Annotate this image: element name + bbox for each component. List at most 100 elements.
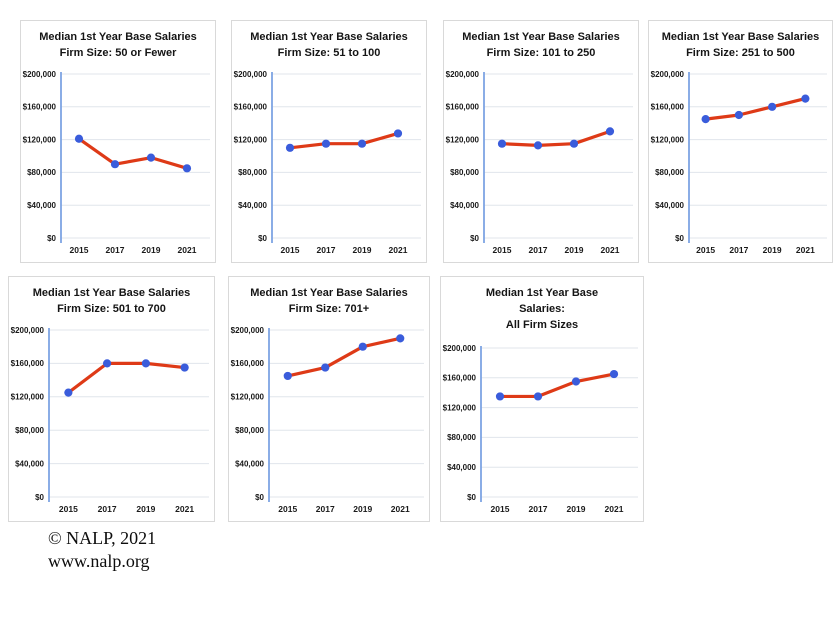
y-tick-label: $0 [47, 234, 56, 243]
chart-title-line: Firm Size: 51 to 100 [277, 47, 381, 59]
y-tick-label: $200,000 [651, 70, 685, 79]
y-tick-label: $80,000 [655, 168, 684, 177]
chart-plot: $0 $40,000 $80,000 $120,000 $160,000 $200,000… [231, 326, 424, 514]
y-tick-label: $40,000 [655, 201, 684, 210]
chart-title-line: Firm Size: 251 to 500 [686, 47, 795, 59]
chart-plot: $0 $40,000 $80,000 $120,000 $160,000 $200,000… [234, 70, 421, 255]
x-tick-label: 2021 [391, 504, 410, 514]
y-tick-label: $120,000 [443, 403, 477, 412]
data-point-marker [497, 139, 507, 148]
x-tick-label: 2015 [493, 245, 512, 255]
y-tick-label: $200,000 [11, 326, 45, 335]
chart-title-line: Firm Size: 50 or Fewer [59, 47, 177, 59]
x-tick-label: 2019 [763, 245, 782, 255]
footer-credit: © NALP, 2021 www.nalp.org [48, 527, 156, 573]
chart-card-1: Median 1st Year Base Salaries Firm Size: … [20, 20, 216, 263]
x-tick-label: 2017 [317, 245, 336, 255]
y-tick-label: $0 [467, 493, 476, 502]
data-point-marker [285, 143, 295, 152]
x-tick-label: 2019 [565, 245, 584, 255]
data-point-marker [146, 153, 156, 162]
chart-plot: $0 $40,000 $80,000 $120,000 $160,000 $200,000… [446, 70, 633, 255]
y-tick-label: $80,000 [447, 433, 476, 442]
data-point-marker [321, 363, 330, 372]
data-point-marker [393, 129, 403, 138]
y-tick-label: $200,000 [443, 344, 477, 353]
x-tick-label: 2019 [353, 504, 372, 514]
chart-plot: $0 $40,000 $80,000 $120,000 $160,000 $200,000… [11, 326, 209, 514]
y-tick-label: $40,000 [447, 463, 476, 472]
x-tick-label: 2017 [106, 245, 125, 255]
x-tick-label: 2015 [491, 504, 510, 514]
data-point-marker [396, 334, 405, 343]
chart-card-3: Median 1st Year Base Salaries Firm Size: … [443, 20, 639, 263]
data-point-marker [283, 371, 292, 381]
y-tick-label: $120,000 [231, 393, 265, 402]
data-point-marker [605, 127, 615, 136]
chart-title-line: Firm Size: 701+ [288, 303, 370, 315]
chart-plot: $0 $40,000 $80,000 $120,000 $160,000 $200,000… [651, 70, 827, 255]
data-point-marker [533, 392, 543, 401]
data-point-marker [768, 102, 777, 111]
y-tick-label: $160,000 [234, 103, 268, 112]
data-point-marker [321, 139, 331, 148]
x-tick-label: 2019 [142, 245, 161, 255]
data-point-marker [103, 359, 112, 368]
y-tick-label: $80,000 [238, 168, 267, 177]
x-tick-label: 2021 [175, 504, 194, 514]
copyright-text: © NALP, 2021 [48, 528, 157, 548]
data-point-marker [533, 141, 543, 150]
x-tick-label: 2015 [278, 504, 297, 514]
chart-title: Median 1st Year Base Salaries Firm Size: … [444, 29, 638, 61]
chart-title: Median 1st Year Base Salaries Firm Size: … [9, 285, 214, 317]
data-point-marker [801, 94, 810, 103]
x-tick-label: 2019 [136, 504, 155, 514]
chart-card-7: Median 1st Year Base Salaries: All Firm Si… [440, 276, 644, 522]
data-point-marker [571, 377, 581, 386]
chart-title-line: Firm Size: 501 to 700 [57, 303, 166, 315]
y-tick-label: $40,000 [235, 459, 264, 468]
chart-title-line: Salaries: [519, 303, 565, 315]
y-tick-label: $40,000 [15, 459, 44, 468]
website-text: www.nalp.org [48, 551, 150, 571]
y-tick-label: $160,000 [23, 103, 57, 112]
data-point-marker [734, 110, 743, 120]
y-tick-label: $0 [255, 493, 264, 502]
y-tick-label: $40,000 [238, 201, 267, 210]
y-tick-label: $120,000 [446, 135, 480, 144]
x-tick-label: 2015 [70, 245, 89, 255]
y-tick-label: $200,000 [23, 70, 57, 79]
chart-title: Median 1st Year Base Salaries: All Firm Si… [441, 285, 643, 333]
chart-card-6: Median 1st Year Base Salaries Firm Size: … [228, 276, 430, 522]
x-tick-label: 2019 [353, 245, 372, 255]
x-tick-label: 2017 [316, 504, 335, 514]
y-tick-label: $40,000 [450, 201, 479, 210]
y-tick-label: $0 [258, 234, 267, 243]
data-point-marker [141, 359, 150, 368]
y-tick-label: $40,000 [27, 201, 56, 210]
x-tick-label: 2017 [529, 245, 548, 255]
y-tick-label: $160,000 [651, 103, 685, 112]
y-tick-label: $160,000 [446, 103, 480, 112]
chart-plot: $0 $40,000 $80,000 $120,000 $160,000 $200,000… [23, 70, 210, 255]
data-point-marker [569, 139, 579, 148]
chart-title-line: Median 1st Year Base Salaries [39, 31, 197, 43]
chart-title-line: Median 1st Year Base Salaries [661, 31, 820, 43]
y-tick-label: $0 [470, 234, 479, 243]
y-tick-label: $120,000 [234, 135, 268, 144]
chart-title-line: Median 1st Year Base Salaries [462, 31, 620, 43]
data-point-marker [182, 164, 192, 173]
y-tick-label: $80,000 [235, 426, 264, 435]
y-tick-label: $200,000 [234, 70, 268, 79]
data-point-marker [357, 139, 367, 148]
chart-title-line: Median 1st Year Base [485, 287, 599, 299]
x-tick-label: 2017 [529, 504, 548, 514]
chart-title: Median 1st Year Base Salaries Firm Size: … [229, 285, 429, 317]
y-tick-label: $160,000 [443, 374, 477, 383]
chart-title: Median 1st Year Base Salaries Firm Size: … [21, 29, 215, 61]
x-tick-label: 2015 [281, 245, 300, 255]
x-tick-label: 2017 [98, 504, 117, 514]
chart-card-2: Median 1st Year Base Salaries Firm Size: … [231, 20, 427, 263]
x-tick-label: 2021 [178, 245, 197, 255]
